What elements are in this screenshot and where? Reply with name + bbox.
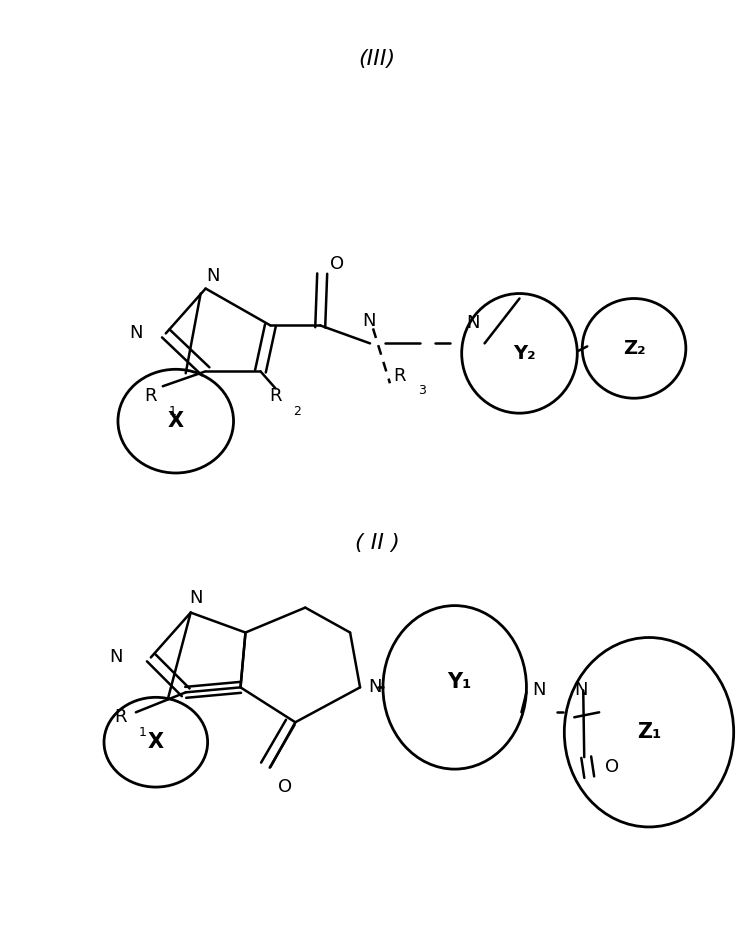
Text: 1: 1 [139,726,147,738]
Text: N: N [532,682,546,700]
Text: N: N [575,682,588,700]
Text: N: N [109,649,123,667]
Text: R: R [269,388,282,405]
Text: R: R [394,367,406,386]
Text: N: N [129,324,143,342]
Text: O: O [330,255,345,273]
Text: N: N [362,312,375,330]
Text: Z₁: Z₁ [637,722,661,742]
Text: N: N [189,588,202,606]
Text: Y₁: Y₁ [448,672,472,692]
Text: O: O [278,778,293,796]
Text: X: X [167,411,184,431]
Text: X: X [148,732,164,753]
Text: N: N [368,678,382,696]
Text: (III): (III) [358,49,396,69]
Text: Z₂: Z₂ [623,339,645,357]
Text: R: R [145,388,157,405]
Text: 3: 3 [418,384,426,397]
Text: N: N [466,314,480,333]
Text: Y₂: Y₂ [513,344,536,363]
Text: R: R [115,708,127,726]
Text: O: O [605,758,619,776]
Text: 1: 1 [169,405,176,418]
Text: N: N [206,267,219,285]
Text: 2: 2 [293,405,302,418]
Text: ( II ): ( II ) [354,533,400,553]
